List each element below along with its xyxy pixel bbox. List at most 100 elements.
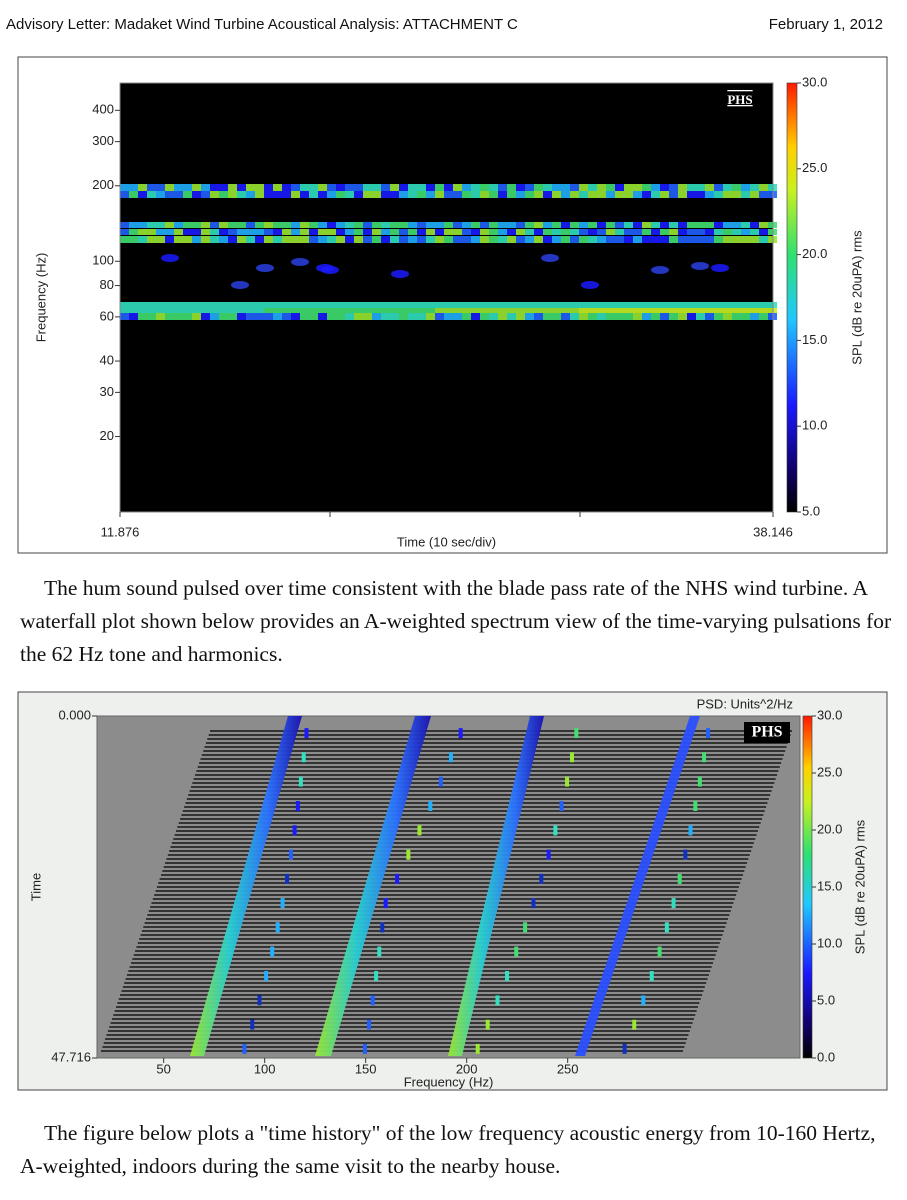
spectrogram-cell [408, 222, 417, 228]
spectrogram-cell [642, 236, 651, 243]
waterfall-peak [523, 922, 528, 933]
spectrogram-cell [633, 229, 642, 235]
spectrogram-cell [615, 184, 624, 191]
colorbar-tick-label: 20.0 [817, 821, 842, 836]
waterfall-peak [485, 1019, 490, 1030]
spectrogram-cell [237, 191, 246, 198]
spectrogram-cell [471, 229, 480, 235]
spectrogram-cell [696, 313, 705, 320]
spectrogram-cell [588, 302, 597, 308]
spectrogram-cell [714, 236, 723, 243]
spectrogram-cell [714, 302, 723, 308]
spectrogram-cell [435, 191, 444, 198]
spectrogram-cell [156, 222, 165, 228]
spectrogram-cell [156, 184, 165, 191]
waterfall-peak [671, 898, 676, 909]
spectrogram-cell [678, 184, 687, 191]
waterfall-peak [438, 776, 443, 787]
waterfall-peak [380, 922, 385, 933]
spectrogram-cell [741, 308, 750, 313]
spectrogram-cell [687, 308, 696, 313]
spectrogram-cell [147, 184, 156, 191]
waterfall-peak [706, 728, 711, 739]
x-tick-label: 11.876 [101, 524, 140, 539]
spectrogram-cell [570, 308, 579, 313]
spectrogram-cell [228, 236, 237, 243]
spectrogram-cell [417, 229, 426, 235]
spectrogram-cell [435, 222, 444, 228]
waterfall-peak [546, 849, 551, 860]
spectrogram-cell [588, 308, 597, 313]
spectrogram-cell [246, 229, 255, 235]
x-tick-label: 150 [355, 1061, 377, 1076]
spectrogram-cell [624, 308, 633, 313]
spectrogram-cell [336, 222, 345, 228]
spectrogram-cell [372, 308, 381, 313]
spectrogram-cell [183, 236, 192, 243]
spectrogram-cell [156, 191, 165, 198]
spectrogram-cell [372, 184, 381, 191]
spectrogram-cell [408, 191, 417, 198]
spectrogram-cell [723, 229, 732, 235]
spectrogram-cell [363, 236, 372, 243]
spectrogram-cell [597, 229, 606, 235]
waterfall-peak [264, 971, 269, 981]
x-tick-label: 200 [456, 1061, 478, 1076]
spectrogram-cell [570, 191, 579, 198]
spectrogram-cell [759, 184, 768, 191]
spectrogram-cell [228, 313, 237, 320]
spectrogram-cell [642, 308, 651, 313]
spectrogram-cell [687, 313, 696, 320]
spectrogram-cell [291, 302, 300, 308]
spectrogram-cell [633, 222, 642, 228]
spectrogram-cell [597, 313, 606, 320]
spectrogram-cell [741, 236, 750, 243]
spectrogram-cell [678, 313, 687, 320]
spectrogram-cell [480, 184, 489, 191]
spectrogram-cell [498, 236, 507, 243]
spectrogram-cell [462, 308, 471, 313]
spectrogram-cell [696, 229, 705, 235]
spectrogram-cell [588, 222, 597, 228]
waterfall-peak [693, 801, 698, 811]
spectrogram-cell [723, 308, 732, 313]
spectrogram-cell [732, 308, 741, 313]
spectrogram-cell [426, 191, 435, 198]
colorbar-tick-label: 30.0 [802, 74, 827, 89]
spectrogram-cell [489, 236, 498, 243]
spectrogram-cell [228, 302, 237, 308]
spectrogram-cell [120, 308, 129, 313]
spectrogram-cell [687, 229, 696, 235]
spectrogram-cell [390, 191, 399, 198]
spectrogram-cell [642, 229, 651, 235]
spectrogram-cell [579, 308, 588, 313]
spectrogram-cell [354, 222, 363, 228]
spectrogram-cell [516, 308, 525, 313]
spectrogram-cell [300, 184, 309, 191]
spectrogram-cell [498, 191, 507, 198]
header-title: Advisory Letter: Madaket Wind Turbine Ac… [6, 16, 518, 33]
spectrogram-cell [453, 308, 462, 313]
spectrogram-cell [381, 184, 390, 191]
spectrogram-cell [741, 229, 750, 235]
spectrogram-cell [138, 184, 147, 191]
spectrogram-cell [372, 222, 381, 228]
spectrogram-cell [687, 236, 696, 243]
spectrogram-cell [381, 308, 390, 313]
spectrogram-cell [273, 308, 282, 313]
spectrogram-cell [417, 191, 426, 198]
spectrogram-cell [408, 236, 417, 243]
spectrogram-cell [507, 229, 516, 235]
spectrogram-cell [201, 302, 210, 308]
spectrogram-cell [462, 229, 471, 235]
spectrogram-cell [597, 308, 606, 313]
spectrogram-cell [183, 222, 192, 228]
y-tick-label: 47.716 [51, 1049, 91, 1064]
spectrogram-cell [606, 184, 615, 191]
spectrogram-cell [390, 308, 399, 313]
spectrogram-cell [255, 308, 264, 313]
waterfall-peak [664, 922, 669, 933]
spectrogram-cell [444, 191, 453, 198]
spectrogram-cell [147, 229, 156, 235]
